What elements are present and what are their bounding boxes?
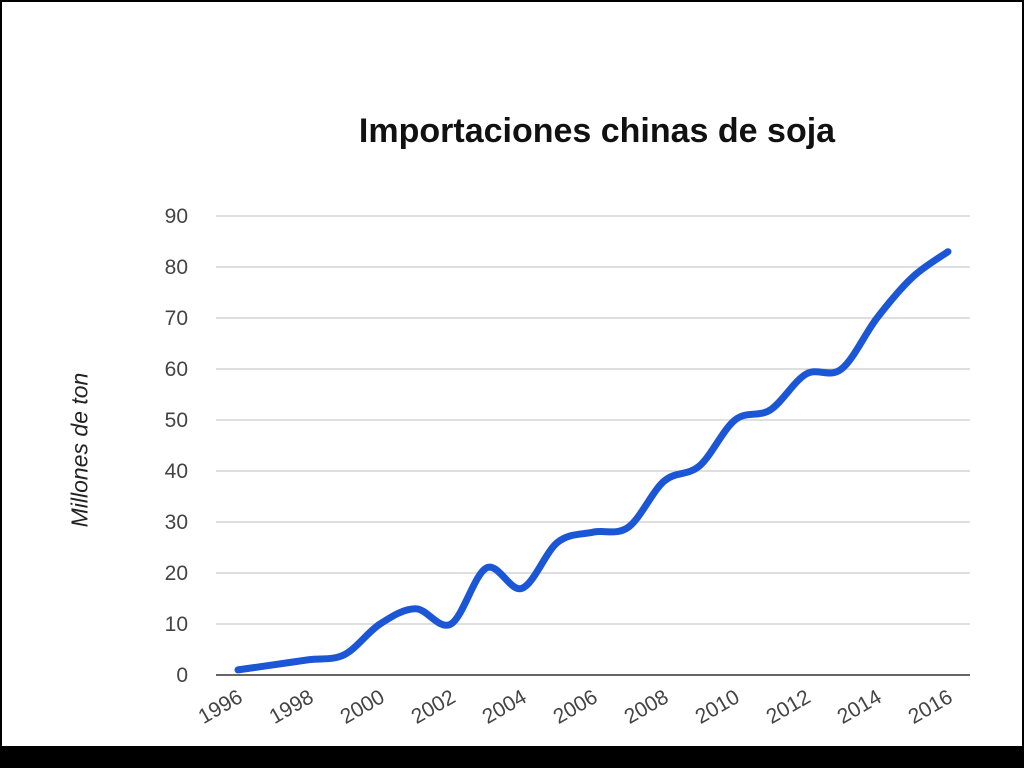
line-chart: 0 10 20 30 40 50 60 70 80 90 1996 1998 2000 2002 2004 2… [165, 205, 970, 729]
y-tick-label: 40 [165, 460, 188, 483]
y-tick-label: 60 [165, 358, 188, 381]
chart-title: Importaciones chinas de soja [358, 112, 836, 150]
x-tick-label: 2012 [763, 685, 815, 728]
y-tick-label: 70 [165, 307, 188, 330]
x-tick-label: 2010 [692, 685, 744, 728]
x-tick-label: 1998 [266, 685, 318, 728]
x-tick-label: 2000 [337, 685, 389, 728]
x-tick-label: 2014 [834, 685, 886, 728]
x-tick-label: 1996 [195, 685, 247, 728]
x-tick-label: 2008 [621, 685, 673, 728]
y-tick-label: 10 [165, 613, 188, 636]
chart-frame: Importaciones chinas de soja Millones de… [2, 2, 1022, 746]
series-line [234, 248, 952, 674]
y-tick-label: 30 [165, 511, 188, 534]
x-tick-label: 2004 [479, 685, 531, 728]
bottom-bar [0, 746, 1024, 768]
x-tick-label: 2016 [905, 685, 957, 728]
y-tick-label: 80 [165, 256, 188, 279]
y-tick-label: 0 [176, 664, 188, 687]
x-tick-label: 2002 [408, 685, 460, 728]
y-tick-label: 90 [165, 205, 188, 228]
x-tick-label: 2006 [550, 685, 602, 728]
y-tick-label: 20 [165, 562, 188, 585]
y-tick-label: 50 [165, 409, 188, 432]
